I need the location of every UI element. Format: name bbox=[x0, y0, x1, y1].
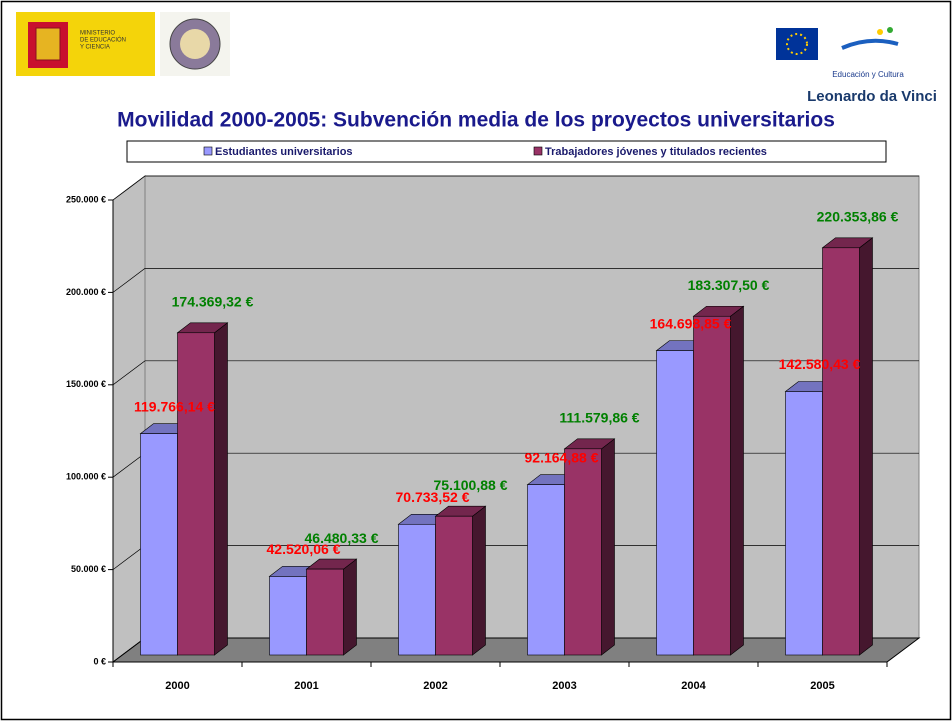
value-label: 174.369,32 € bbox=[172, 293, 254, 309]
legend-swatch bbox=[203, 146, 213, 156]
legend-label: Trabajadores jóvenes y titulados recient… bbox=[545, 146, 767, 158]
bar bbox=[398, 523, 436, 656]
value-label: 111.579,86 € bbox=[559, 410, 639, 426]
bar-side bbox=[859, 237, 873, 656]
ministry-text: DE EDUCACIÓN bbox=[80, 37, 126, 44]
legend bbox=[126, 140, 887, 163]
programme-text: Leonardo da Vinci bbox=[807, 88, 937, 105]
bar bbox=[177, 332, 215, 656]
bar-side bbox=[343, 558, 357, 656]
bar bbox=[656, 350, 694, 656]
x-tick-label: 2000 bbox=[165, 680, 189, 692]
ministry-text: MINISTERIO bbox=[80, 31, 115, 37]
ministry-text: Y CIENCIA bbox=[80, 45, 110, 51]
bar-side bbox=[601, 438, 615, 656]
value-label: 164.698,85 € bbox=[650, 315, 732, 331]
value-label: 46.480,33 € bbox=[305, 530, 379, 546]
bar bbox=[822, 247, 860, 656]
x-tick-label: 2005 bbox=[810, 680, 834, 692]
x-tick-label: 2004 bbox=[681, 680, 706, 692]
bar-side bbox=[730, 305, 744, 656]
value-label: 42.520,06 € bbox=[267, 541, 341, 557]
value-label: 75.100,88 € bbox=[434, 477, 508, 493]
x-tick-label: 2001 bbox=[294, 680, 318, 692]
value-label: 92.164,88 € bbox=[525, 449, 599, 465]
ministry-logo: MINISTERIO DE EDUCACIÓN Y CIENCIA bbox=[16, 12, 155, 76]
value-label: 142.580,43 € bbox=[779, 356, 861, 372]
bar bbox=[269, 576, 307, 656]
bar bbox=[693, 315, 731, 656]
y-tick-label: 50.000 € bbox=[71, 564, 106, 574]
side-wall bbox=[112, 175, 146, 663]
bar bbox=[140, 433, 178, 656]
bar bbox=[435, 515, 473, 656]
value-label: 119.766,14 € bbox=[134, 398, 215, 414]
value-label: 220.353,86 € bbox=[817, 208, 899, 224]
bar bbox=[564, 448, 602, 656]
grid-line bbox=[112, 175, 919, 201]
legend-label: Estudiantes universitarios bbox=[215, 146, 353, 158]
bar-side bbox=[472, 505, 486, 656]
chart-title: Movilidad 2000-2005: Subvención media de… bbox=[117, 109, 835, 132]
eu-text: Educación y Cultura bbox=[832, 70, 904, 79]
legend-swatch bbox=[533, 146, 543, 156]
y-tick-label: 150.000 € bbox=[66, 379, 106, 389]
y-tick-label: 100.000 € bbox=[66, 472, 106, 482]
seal-logo bbox=[160, 12, 230, 76]
y-tick-label: 250.000 € bbox=[66, 194, 106, 204]
bar bbox=[306, 568, 344, 656]
bar-side bbox=[214, 322, 228, 656]
value-label: 183.307,50 € bbox=[688, 277, 770, 293]
eu-logo: Educación y Cultura Leonardo da Vinci bbox=[776, 27, 937, 105]
y-tick-label: 0 € bbox=[93, 656, 106, 666]
x-tick-label: 2003 bbox=[552, 680, 576, 692]
y-tick-label: 200.000 € bbox=[66, 287, 106, 297]
x-tick-label: 2002 bbox=[423, 680, 447, 692]
bar bbox=[527, 484, 565, 656]
grid-line bbox=[112, 268, 919, 293]
value-label: 70.733,52 € bbox=[396, 489, 470, 505]
bar bbox=[785, 391, 823, 656]
